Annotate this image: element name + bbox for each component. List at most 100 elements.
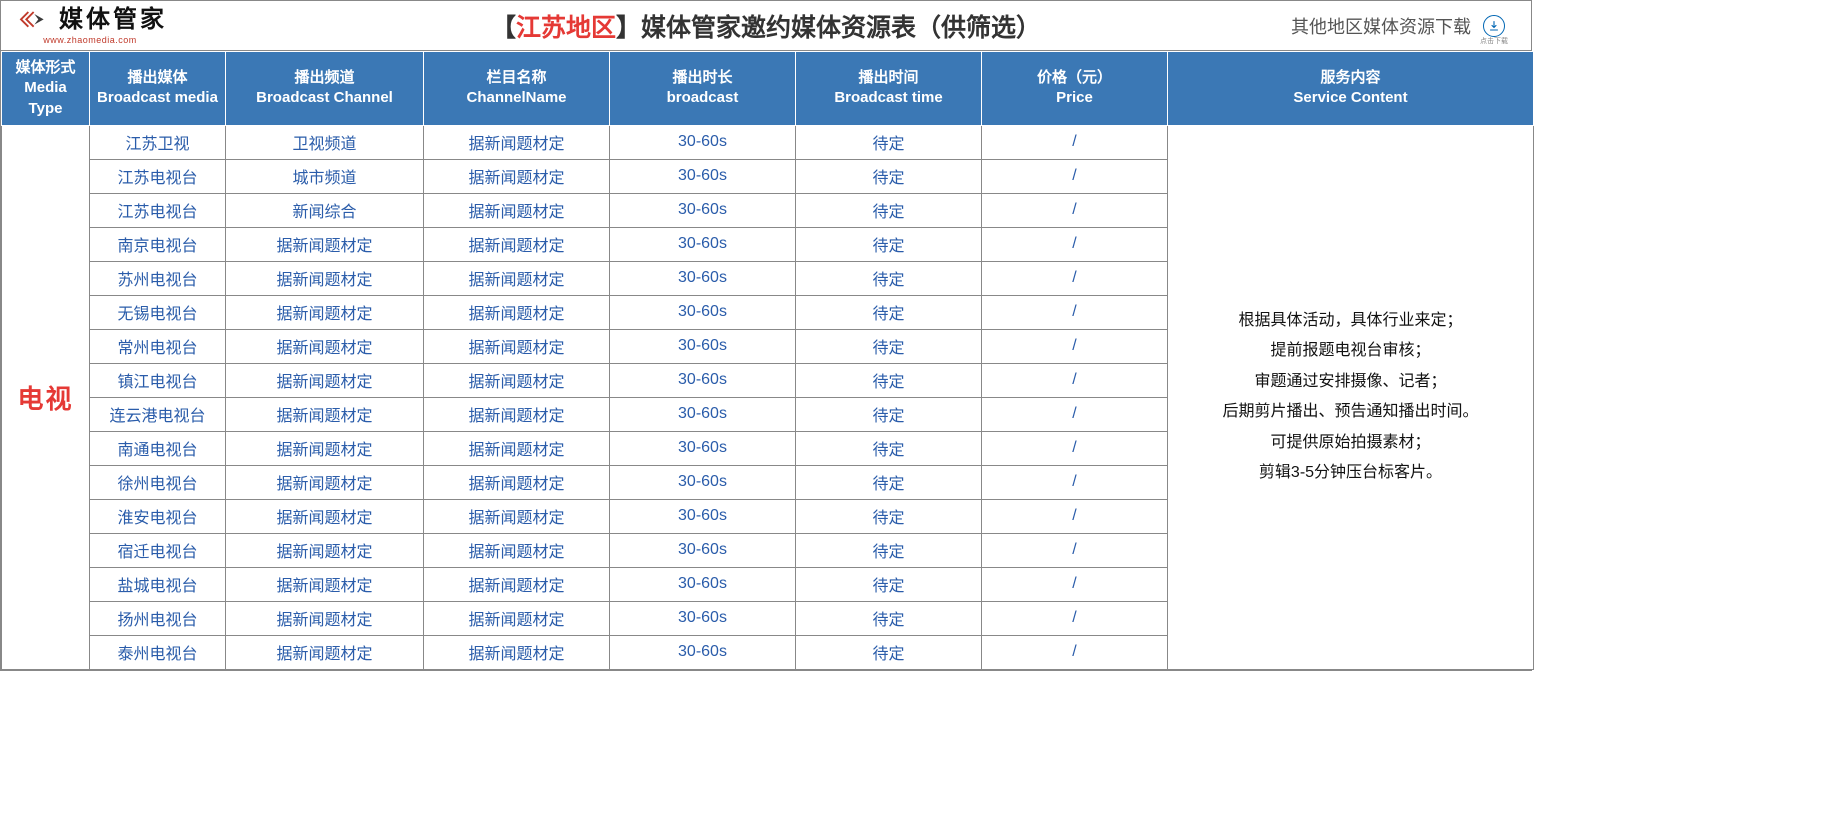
page-content: 媒体管家 www.zhaomedia.com 【江苏地区】媒体管家邀约媒体资源表…	[0, 0, 1532, 671]
cell-media: 江苏电视台	[90, 193, 226, 227]
column-header-cn: 播出频道	[230, 68, 419, 88]
cell-time: 待定	[796, 363, 982, 397]
cell-media: 宿迁电视台	[90, 533, 226, 567]
cell-media: 徐州电视台	[90, 465, 226, 499]
cell-column: 据新闻题材定	[424, 397, 610, 431]
cell-time: 待定	[796, 635, 982, 669]
logo-subtext: www.zhaomedia.com	[43, 35, 137, 45]
cell-media: 江苏电视台	[90, 159, 226, 193]
cell-duration: 30-60s	[610, 363, 796, 397]
cell-time: 待定	[796, 193, 982, 227]
cell-channel: 新闻综合	[226, 193, 424, 227]
column-header-cn: 播出时长	[614, 68, 791, 88]
cell-price: /	[982, 397, 1168, 431]
title-rest: 媒体管家邀约媒体资源表（供筛选）	[641, 14, 1041, 42]
cell-time: 待定	[796, 465, 982, 499]
cell-column: 据新闻题材定	[424, 159, 610, 193]
cell-channel: 据新闻题材定	[226, 261, 424, 295]
cell-duration: 30-60s	[610, 567, 796, 601]
column-header: 播出频道Broadcast Channel	[226, 52, 424, 126]
cell-price: /	[982, 567, 1168, 601]
cell-media: 连云港电视台	[90, 397, 226, 431]
cell-time: 待定	[796, 227, 982, 261]
cell-price: /	[982, 431, 1168, 465]
cell-media: 江苏卫视	[90, 125, 226, 159]
cell-channel: 据新闻题材定	[226, 397, 424, 431]
cell-price: /	[982, 465, 1168, 499]
cell-column: 据新闻题材定	[424, 125, 610, 159]
title-bracket-close: 】	[616, 14, 641, 42]
cell-price: /	[982, 125, 1168, 159]
cell-channel: 据新闻题材定	[226, 295, 424, 329]
cell-channel: 城市频道	[226, 159, 424, 193]
table-row: 电视江苏卫视卫视频道据新闻题材定30-60s待定/根据具体活动，具体行业来定； …	[2, 125, 1534, 159]
logo-text: 媒体管家	[59, 8, 167, 32]
cell-channel: 据新闻题材定	[226, 465, 424, 499]
cell-time: 待定	[796, 533, 982, 567]
column-header-cn: 媒体形式	[6, 58, 85, 78]
column-header: 价格（元）Price	[982, 52, 1168, 126]
cell-column: 据新闻题材定	[424, 261, 610, 295]
cell-duration: 30-60s	[610, 261, 796, 295]
cell-duration: 30-60s	[610, 125, 796, 159]
cell-price: /	[982, 601, 1168, 635]
cell-channel: 据新闻题材定	[226, 533, 424, 567]
media-type-cell: 电视	[2, 125, 90, 669]
cell-price: /	[982, 227, 1168, 261]
cell-channel: 据新闻题材定	[226, 601, 424, 635]
logo-icon	[13, 6, 53, 34]
cell-channel: 据新闻题材定	[226, 227, 424, 261]
cell-duration: 30-60s	[610, 329, 796, 363]
cell-duration: 30-60s	[610, 227, 796, 261]
cell-column: 据新闻题材定	[424, 193, 610, 227]
cell-duration: 30-60s	[610, 397, 796, 431]
page-title: 【江苏地区】媒体管家邀约媒体资源表（供筛选）	[491, 8, 1041, 44]
cell-duration: 30-60s	[610, 295, 796, 329]
column-header-en: Service Content	[1172, 88, 1529, 108]
cell-channel: 据新闻题材定	[226, 499, 424, 533]
service-content-cell: 根据具体活动，具体行业来定； 提前报题电视台审核； 审题通过安排摄像、记者； 后…	[1168, 125, 1534, 669]
column-header-cn: 播出时间	[800, 68, 977, 88]
logo-block: 媒体管家 www.zhaomedia.com	[13, 6, 167, 45]
cell-price: /	[982, 193, 1168, 227]
column-header-en: Price	[986, 88, 1163, 108]
cell-media: 扬州电视台	[90, 601, 226, 635]
cell-duration: 30-60s	[610, 431, 796, 465]
column-header: 栏目名称ChannelName	[424, 52, 610, 126]
cell-price: /	[982, 499, 1168, 533]
cell-channel: 据新闻题材定	[226, 363, 424, 397]
cell-price: /	[982, 329, 1168, 363]
download-link[interactable]: 其他地区媒体资源下载 点击下载	[1291, 13, 1505, 39]
column-header-cn: 播出媒体	[94, 68, 221, 88]
cell-time: 待定	[796, 397, 982, 431]
cell-duration: 30-60s	[610, 193, 796, 227]
table-body: 电视江苏卫视卫视频道据新闻题材定30-60s待定/根据具体活动，具体行业来定； …	[2, 125, 1534, 669]
cell-media: 南通电视台	[90, 431, 226, 465]
cell-duration: 30-60s	[610, 465, 796, 499]
cell-time: 待定	[796, 567, 982, 601]
table-head: 媒体形式Media Type播出媒体Broadcast media播出频道Bro…	[2, 52, 1534, 126]
cell-column: 据新闻题材定	[424, 533, 610, 567]
cell-channel: 据新闻题材定	[226, 567, 424, 601]
cell-time: 待定	[796, 431, 982, 465]
cell-media: 苏州电视台	[90, 261, 226, 295]
cell-time: 待定	[796, 159, 982, 193]
resource-table: 媒体形式Media Type播出媒体Broadcast media播出频道Bro…	[1, 51, 1534, 670]
cell-duration: 30-60s	[610, 533, 796, 567]
cell-channel: 据新闻题材定	[226, 635, 424, 669]
cell-price: /	[982, 159, 1168, 193]
column-header: 播出媒体Broadcast media	[90, 52, 226, 126]
download-label: 其他地区媒体资源下载	[1291, 13, 1471, 39]
cell-price: /	[982, 363, 1168, 397]
cell-column: 据新闻题材定	[424, 363, 610, 397]
cell-media: 无锡电视台	[90, 295, 226, 329]
cell-column: 据新闻题材定	[424, 465, 610, 499]
cell-media: 镇江电视台	[90, 363, 226, 397]
cell-channel: 据新闻题材定	[226, 431, 424, 465]
cell-time: 待定	[796, 125, 982, 159]
cell-media: 常州电视台	[90, 329, 226, 363]
column-header-cn: 栏目名称	[428, 68, 605, 88]
cell-time: 待定	[796, 329, 982, 363]
column-header-en: Broadcast Channel	[230, 88, 419, 108]
title-bracket-open: 【	[491, 14, 516, 42]
